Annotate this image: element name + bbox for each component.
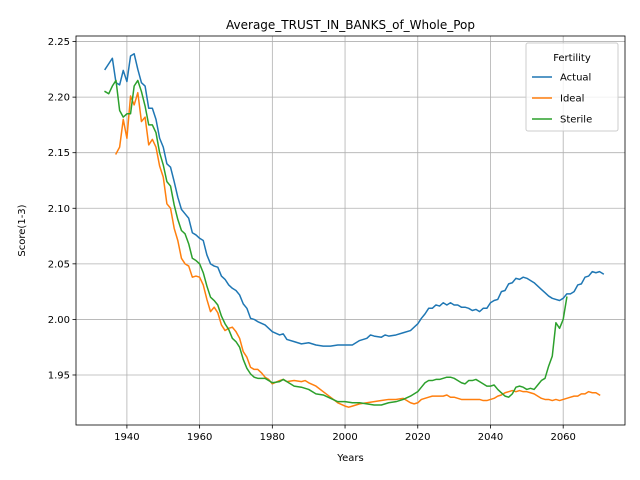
legend-label-actual: Actual <box>560 73 591 84</box>
y-axis-ticks: 1.95 2.00 2.05 2.10 2.15 2.20 2.25 <box>48 37 76 381</box>
y-axis-label: Score(1-3) <box>17 204 28 256</box>
x-tick-label: 2020 <box>405 432 430 443</box>
series-line-actual <box>104 53 605 347</box>
legend-entry-actual: Actual <box>532 73 591 84</box>
plot-frame <box>75 35 626 426</box>
legend-entries: Actual Ideal Sterile <box>532 73 592 126</box>
legend-entry-sterile: Sterile <box>532 115 592 126</box>
y-tick-label: 2.20 <box>48 93 70 104</box>
y-tick-label: 2.10 <box>48 204 70 215</box>
x-axis-label: Years <box>336 453 363 464</box>
legend-entry-ideal: Ideal <box>532 94 584 105</box>
legend-box <box>525 42 619 132</box>
y-tick-label: 1.95 <box>48 370 70 381</box>
x-tick-label: 2060 <box>550 432 575 443</box>
legend: Fertility Actual Ideal Sterile <box>525 42 619 132</box>
x-tick-label: 1940 <box>114 432 139 443</box>
y-tick-label: 2.00 <box>48 315 70 326</box>
x-tick-label: 1960 <box>187 432 212 443</box>
chart-title: Average_TRUST_IN_BANKS_of_Whole_Pop <box>226 18 475 32</box>
legend-label-ideal: Ideal <box>560 94 584 105</box>
grid-lines <box>76 36 625 425</box>
legend-title: Fertility <box>553 53 591 64</box>
x-tick-label: 2040 <box>478 432 503 443</box>
y-tick-label: 2.25 <box>48 37 70 48</box>
x-axis-ticks: 1940 1960 1980 2000 2020 2040 2060 <box>114 425 576 443</box>
series-line-sterile <box>104 79 568 406</box>
x-tick-label: 2000 <box>332 432 357 443</box>
x-tick-label: 1980 <box>260 432 285 443</box>
y-tick-label: 2.15 <box>48 148 70 159</box>
y-tick-label: 2.05 <box>48 259 70 270</box>
legend-label-sterile: Sterile <box>560 115 592 126</box>
series-layer <box>104 53 605 408</box>
